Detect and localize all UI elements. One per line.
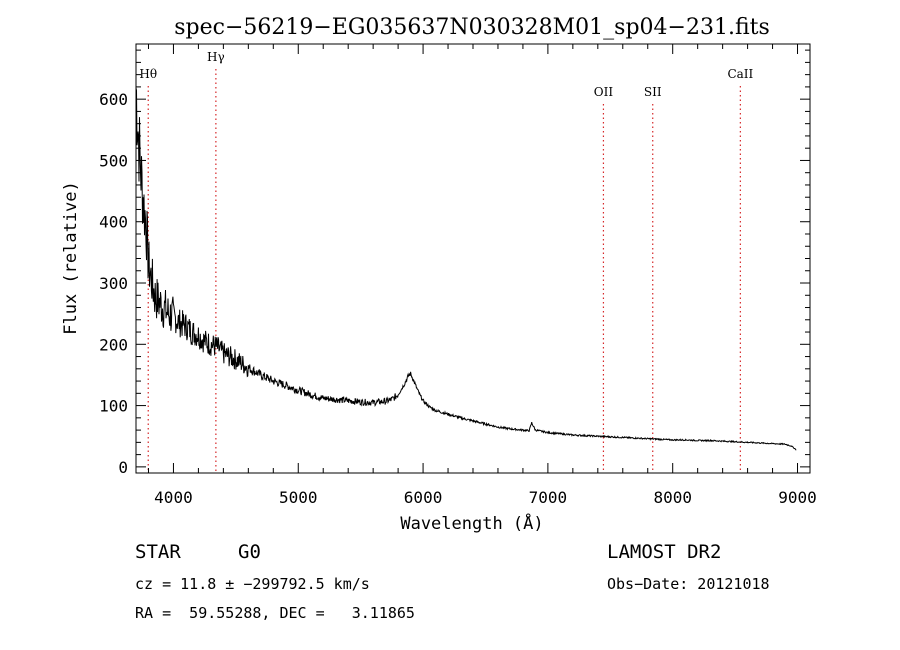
redshift-line: cz = 11.8 ± −299792.5 km/s [135, 575, 370, 593]
y-axis-ticks: 0 100 200 300 400 500 600 [99, 49, 810, 477]
line-marker-label: CaII [727, 67, 753, 81]
chart-title: spec−56219−EG035637N030328M01_sp04−231.f… [174, 15, 770, 40]
subclass-label: G0 [238, 541, 261, 563]
y-tick-label: 300 [99, 274, 128, 293]
y-axis-label: Flux (relative) [61, 181, 81, 335]
x-tick-label: 7000 [529, 488, 568, 507]
line-marker-label: OII [594, 85, 614, 99]
obs-date-line: Obs−Date: 20121018 [607, 575, 770, 593]
x-tick-label: 4000 [154, 488, 193, 507]
x-tick-label: 5000 [279, 488, 318, 507]
x-axis-ticks: 4000 5000 6000 7000 8000 9000 [147, 44, 817, 507]
coordinates-line: RA = 59.55288, DEC = 3.11865 [135, 604, 415, 622]
line-marker-label: SII [644, 85, 662, 99]
class-label: STAR [135, 541, 181, 563]
x-axis-label: Wavelength (Å) [400, 512, 543, 534]
y-tick-label: 0 [118, 458, 128, 477]
line-markers: Hθ Hγ OII SII CaII [139, 50, 754, 473]
line-marker-label: Hθ [139, 67, 157, 81]
line-marker-label: Hγ [207, 50, 225, 64]
plot-frame [135, 43, 811, 474]
x-tick-label: 9000 [778, 488, 817, 507]
x-tick-label: 8000 [653, 488, 692, 507]
survey-label: LAMOST DR2 [607, 541, 722, 563]
y-tick-label: 600 [99, 90, 128, 109]
spectrum-line [135, 87, 797, 451]
x-tick-label: 6000 [404, 488, 443, 507]
y-tick-label: 100 [99, 397, 128, 416]
y-tick-label: 400 [99, 213, 128, 232]
y-tick-label: 500 [99, 151, 128, 170]
y-tick-label: 200 [99, 335, 128, 354]
